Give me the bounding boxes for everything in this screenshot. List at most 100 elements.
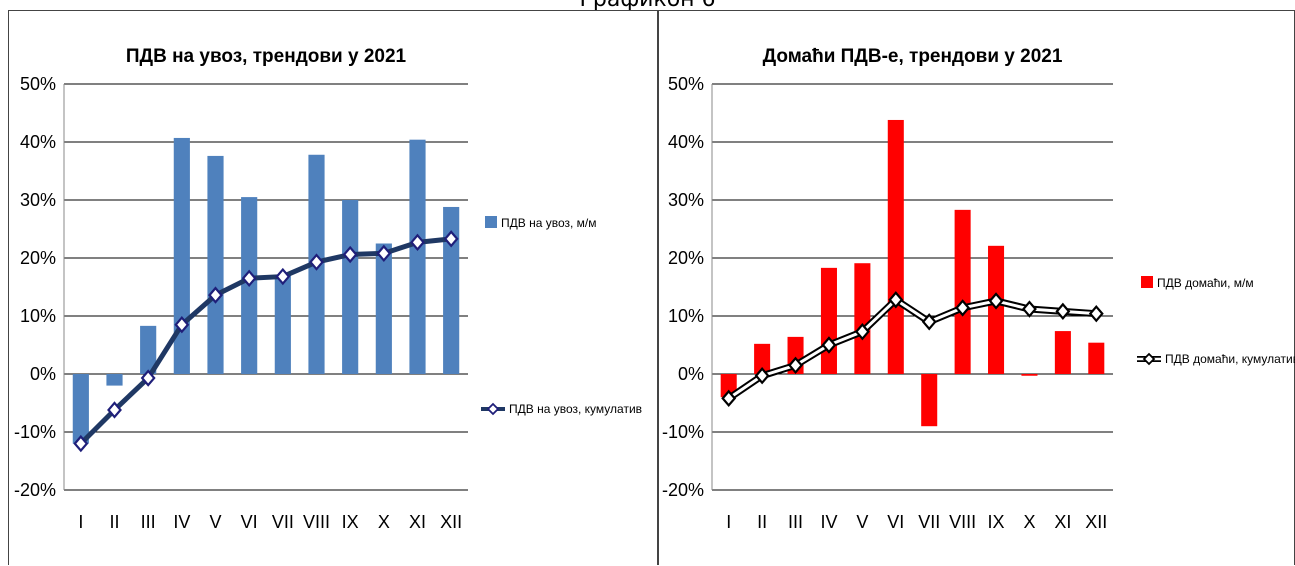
y-tick-label: 20% [668,248,704,268]
chart-panel-domestic-vat: Домаћи ПДВ-е, трендови у 2021 50% 40% 30% 20… [658,10,1295,565]
y-tick-label: 0% [678,364,704,384]
x-tick-label: IX [342,512,359,532]
bar [954,209,971,374]
y-tick-label: 30% [668,190,704,210]
y-tick-label: -20% [14,480,56,500]
x-tick-label: II [109,512,119,532]
line-marker [309,253,324,271]
y-tick-label: 10% [668,306,704,326]
line-marker [140,369,156,387]
line-marker [754,367,770,385]
bar [1088,342,1105,374]
legend-label-line: ПДВ домаћи, кумулатив [1165,352,1295,366]
line-marker [721,389,737,408]
bar [140,325,157,374]
bar [173,137,190,374]
series-line-outline [726,296,1097,402]
line-marker [443,230,459,248]
bar [921,374,938,427]
chart-panel-import-vat: ПДВ на увоз, трендови у 2021 50% 40% 30% 20%… [8,10,658,565]
legend-label-line: ПДВ на увоз, кумулатив [509,402,642,416]
line-marker [1088,304,1104,323]
x-tick-label: V [856,512,868,532]
line-marker [342,245,358,264]
x-tick-label: X [378,512,390,532]
line-marker [208,286,223,304]
legend-swatch-bars [485,216,497,228]
x-tick-label: IV [820,512,837,532]
x-tick-label: V [209,512,221,532]
bar [106,374,123,386]
line-marker [1022,300,1037,318]
line-marker [275,267,291,286]
import-vat-chart: ПДВ на увоз, трендови у 2021 50% 40% 30% 20%… [14,46,642,532]
bar [342,200,359,374]
line-marker [854,322,870,341]
x-tick-label: XI [1054,512,1071,532]
chart-title: Домаћи ПДВ-е, трендови у 2021 [763,46,1063,67]
bar [1054,331,1071,374]
x-tick-label: VI [887,512,904,532]
bar [72,374,89,444]
bar [207,155,224,374]
y-tick-label: 50% [20,74,56,94]
x-tick-label: III [141,512,156,532]
x-tick-label: VII [918,512,940,532]
line-marker [241,269,257,287]
bar [988,245,1005,374]
bar [409,139,426,374]
x-tick-label: XII [1085,512,1107,532]
legend-label-bars: ПДВ на увоз, м/м [501,216,597,230]
line-marker [1055,302,1071,321]
bar [720,374,737,398]
y-tick-label: -20% [662,480,704,500]
x-tick-label: XI [409,512,426,532]
line-marker [821,336,837,354]
bar [443,206,460,374]
x-tick-label: XII [440,512,462,532]
y-tick-label: 50% [668,74,704,94]
x-tick-label: VIII [303,512,330,532]
legend-label-bars: ПДВ домаћи, м/м [1157,276,1254,290]
bar [754,343,771,374]
y-tick-label: 20% [20,248,56,268]
line-marker [788,356,803,374]
chart-title: ПДВ на увоз, трендови у 2021 [126,46,407,67]
line-marker [376,244,392,263]
bar [1021,374,1038,376]
bar [887,119,904,375]
legend-marker [486,402,500,416]
y-tick-label: 30% [20,190,56,210]
bar [854,263,871,374]
line-marker [107,401,122,419]
series-line [79,236,452,446]
legend-swatch-bars [1141,276,1153,288]
page-title: Графикон 6 [0,0,1295,14]
y-tick-label: 40% [20,132,56,152]
x-tick-label: X [1023,512,1035,532]
line-marker [174,316,190,334]
line-marker [73,434,89,453]
x-tick-label: VI [241,512,258,532]
y-tick-label: 40% [668,132,704,152]
bar [820,267,837,374]
line-marker [921,313,937,331]
bar [375,243,392,374]
line-marker [888,291,904,309]
line-marker [410,233,425,252]
line-marker [955,299,971,317]
x-tick-label: IV [173,512,190,532]
x-tick-label: IX [988,512,1005,532]
line-marker [988,292,1004,310]
x-tick-label: III [788,512,803,532]
bar [274,275,291,374]
y-tick-label: -10% [662,422,704,442]
x-tick-label: VIII [949,512,976,532]
y-tick-label: 10% [20,306,56,326]
y-tick-label: 0% [30,364,56,384]
x-tick-label: I [726,512,731,532]
legend-marker [1142,352,1156,366]
x-tick-label: II [757,512,767,532]
domestic-vat-chart: Домаћи ПДВ-е, трендови у 2021 50% 40% 30% 20… [662,46,1295,532]
y-tick-label: -10% [14,422,56,442]
